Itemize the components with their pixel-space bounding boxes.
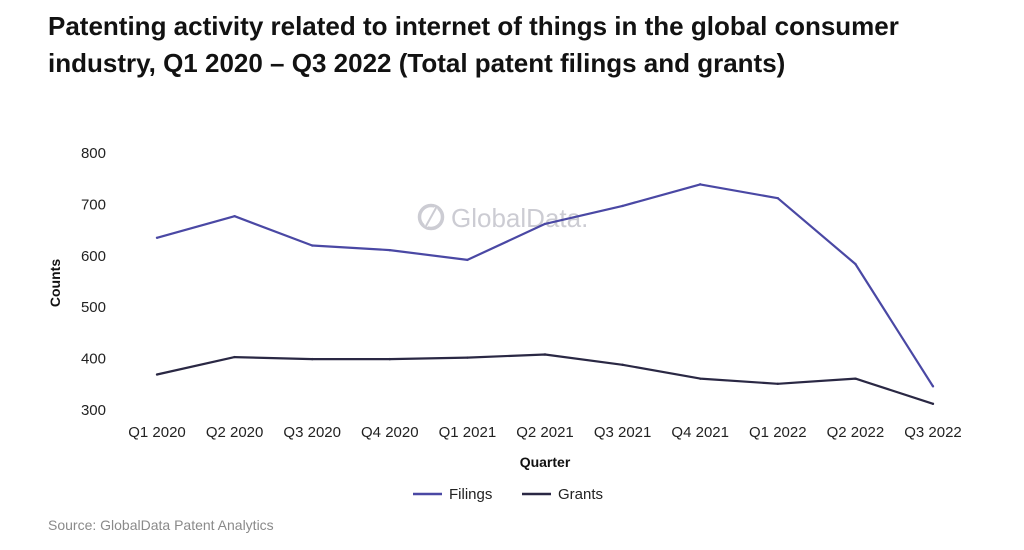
x-axis: Q1 2020 Q2 2020 Q3 2020 Q4 2020 Q1 2021 Q2 20…	[128, 424, 962, 441]
watermark-text: GlobalData.	[451, 203, 588, 233]
data-point-filings	[155, 236, 159, 240]
data-point-filings	[699, 183, 702, 186]
data-point-grants	[854, 377, 857, 380]
source-note: Source: GlobalData Patent Analytics	[48, 517, 274, 533]
y-axis-title: Counts	[47, 259, 63, 307]
legend-label-filings: Filings	[449, 486, 492, 503]
data-point-grants	[311, 357, 314, 361]
data-point-grants	[543, 353, 547, 356]
series-lines	[155, 183, 935, 406]
x-tick-label: Q1 2022	[749, 424, 807, 441]
data-point-filings	[776, 197, 779, 200]
y-tick-label: 400	[81, 351, 106, 368]
x-tick-label: Q1 2020	[128, 424, 186, 441]
y-tick-label: 700	[81, 196, 106, 213]
y-axis: 300 400 500 600 700 800	[81, 145, 106, 419]
y-tick-label: 500	[81, 299, 106, 316]
data-point-grants	[233, 355, 236, 359]
legend-label-grants: Grants	[558, 486, 603, 503]
data-point-grants	[155, 373, 159, 376]
x-tick-label: Q2 2020	[206, 424, 264, 441]
x-tick-label: Q4 2020	[361, 424, 419, 441]
x-tick-label: Q2 2021	[516, 424, 574, 441]
data-point-filings	[466, 258, 469, 262]
x-tick-label: Q3 2020	[283, 424, 341, 441]
series-line-grants	[156, 353, 934, 405]
data-point-grants	[699, 377, 702, 380]
x-tick-label: Q3 2022	[904, 424, 962, 441]
x-tick-label: Q3 2021	[594, 424, 652, 441]
data-point-grants	[776, 382, 779, 385]
y-tick-label: 300	[81, 402, 106, 419]
x-tick-label: Q2 2022	[827, 424, 885, 441]
data-point-filings	[543, 222, 547, 226]
x-axis-title: Quarter	[520, 454, 571, 470]
data-point-grants	[621, 363, 624, 366]
globaldata-logo-icon	[417, 203, 445, 231]
y-tick-label: 600	[81, 248, 106, 265]
data-point-grants	[466, 356, 469, 359]
legend: Filings Grants	[413, 486, 603, 503]
chart-title: Patenting activity related to internet o…	[48, 11, 899, 78]
data-point-grants	[388, 357, 391, 361]
x-tick-label: Q1 2021	[439, 424, 497, 441]
data-point-filings	[388, 248, 391, 252]
data-point-filings	[854, 262, 857, 266]
data-point-filings	[233, 215, 236, 218]
data-point-filings	[311, 244, 314, 247]
data-point-filings	[621, 204, 624, 208]
y-tick-label: 800	[81, 145, 106, 162]
data-point-filings	[931, 385, 935, 388]
watermark: GlobalData.	[417, 203, 588, 233]
data-point-grants	[931, 402, 935, 406]
x-tick-label: Q4 2021	[671, 424, 729, 441]
